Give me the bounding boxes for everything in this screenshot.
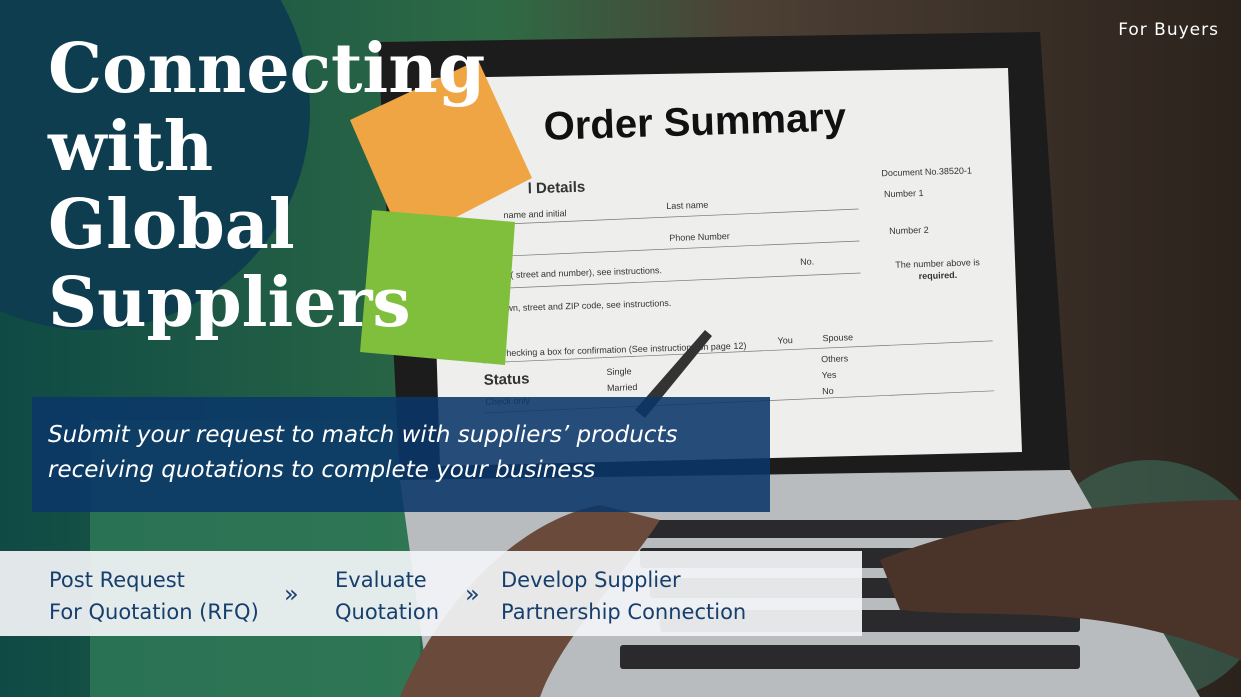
shape (0, 0, 310, 330)
doc-text: No (822, 386, 834, 396)
doc-title: Order Summary (543, 95, 847, 148)
step-line: Post Request (49, 568, 185, 592)
doc-section: l Details (527, 179, 585, 198)
doc-text: required. (918, 270, 957, 281)
doc-text: name and initial (503, 208, 566, 220)
headline: with (48, 107, 214, 187)
doc-text: Others (821, 353, 849, 364)
step-line: For Quotation (RFQ) (49, 600, 259, 624)
subtitle-box (32, 397, 770, 512)
step-line: Develop Supplier (501, 568, 681, 592)
sticky-note (360, 210, 515, 365)
doc-text: Number 2 (889, 225, 929, 236)
headline: Suppliers (48, 263, 411, 343)
steps-bar (0, 551, 862, 636)
screen (428, 68, 1022, 466)
doc-text: ( street and number), see instructions. (510, 265, 662, 280)
separator: » (284, 580, 299, 608)
headline: Connecting (48, 29, 486, 109)
subtitle: receiving quotations to complete your bu… (48, 457, 596, 483)
doc-text: Spouse (822, 332, 853, 343)
step-line: Quotation (335, 600, 440, 624)
step: Post Request For Quotation (RFQ) (49, 564, 259, 628)
doc-text: No. (800, 256, 814, 266)
pen (635, 330, 712, 418)
doc-text: Document No.38520-1 (881, 165, 972, 178)
doc-text: You (777, 335, 792, 345)
doc-text: Yes (822, 370, 837, 380)
doc-text: Married (607, 382, 638, 393)
doc-text: Status (483, 370, 529, 388)
headline: Global (48, 185, 295, 265)
doc-text: Phone Number (669, 231, 730, 243)
step-line: Evaluate (335, 568, 427, 592)
badge: For Buyers (1118, 20, 1219, 40)
doc-text: Number 1 (884, 188, 924, 199)
step: Develop Supplier Partnership Connection (501, 564, 746, 628)
doc-text: Last name (666, 200, 708, 211)
step: Evaluate Quotation (335, 564, 439, 628)
separator: » (465, 580, 480, 608)
doc-text: The number above is (895, 257, 980, 270)
doc-text: Single (606, 366, 631, 377)
step-line: Partnership Connection (501, 600, 747, 624)
sticky-note (350, 60, 532, 244)
subtitle: Submit your request to match with suppli… (48, 422, 678, 448)
hand (880, 500, 1241, 660)
